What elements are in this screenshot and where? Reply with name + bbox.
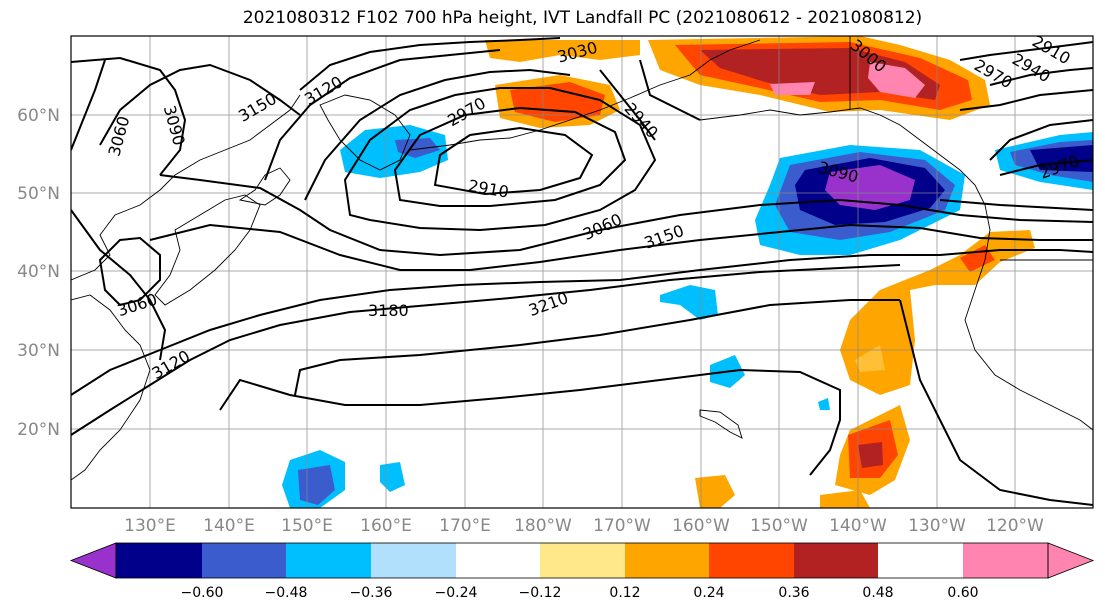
colorbar-extend-max [1047,542,1095,579]
lon-label: 160°E [360,516,412,536]
map-frame [70,35,1094,509]
colorbar-segment [540,543,625,578]
latitude-labels: 60°N 50°N 40°N 30°N 20°N [17,106,60,440]
lon-label: 120°W [986,516,1044,536]
colorbar-tick-label: −0.48 [265,585,308,601]
colorbar-tick-label: −0.36 [350,585,393,601]
colorbar-tick-label: −0.12 [519,585,562,601]
colorbar-segment [709,543,794,578]
lon-label: 140°W [829,516,887,536]
lat-label: 60°N [17,106,60,126]
lon-label: 160°W [672,516,730,536]
colorbar-segment [116,543,202,578]
lat-label: 50°N [17,184,60,204]
height-contours [71,37,1093,506]
lon-label: 150°W [750,516,808,536]
coastlines [71,36,1093,481]
colorbar-tick-label: 0.24 [693,585,724,601]
colorbar-tick-label: −0.60 [181,585,224,601]
colorbar-segment [963,543,1048,578]
colorbar-extend-min [69,542,117,579]
lon-label: 150°E [281,516,333,536]
colorbar-segment [456,543,540,578]
figure-title: 2021080312 F102 700 hPa height, IVT Land… [242,8,923,28]
colorbar-segment [794,543,878,578]
lat-label: 40°N [17,262,60,282]
aleutian-positive-anomaly [485,40,640,62]
contour-label: 3180 [368,301,409,320]
colorbar-segment [286,543,371,578]
colorbar-segment [371,543,456,578]
lat-label: 20°N [17,420,60,440]
colorbar: −0.60 −0.48 −0.36 −0.24 −0.12 0.12 0.24 0.36 0.4… [69,542,1095,601]
colorbar-segment [202,543,286,578]
colorbar-tick-label: 0.48 [862,585,893,601]
lon-label: 130°W [908,516,966,536]
lon-label: 180°W [514,516,572,536]
colorbar-segment [625,543,709,578]
lon-label: 140°E [203,516,255,536]
lon-label: 130°E [124,516,176,536]
lon-label: 170°W [593,516,651,536]
graticule [71,36,1093,508]
colorbar-tick-label: 0.12 [609,585,640,601]
colorbar-outline [115,542,1049,579]
lat-label: 30°N [17,341,60,361]
colorbar-tick-label: 0.36 [778,585,809,601]
colorbar-tick-label: −0.24 [435,585,478,601]
colorbar-tick-label: 0.60 [947,585,978,601]
okhotsk-negative-anomaly [340,125,448,178]
longitude-labels: 130°E 140°E 150°E 160°E 170°E 180°W 170°… [124,516,1044,536]
lon-label: 170°E [439,516,491,536]
